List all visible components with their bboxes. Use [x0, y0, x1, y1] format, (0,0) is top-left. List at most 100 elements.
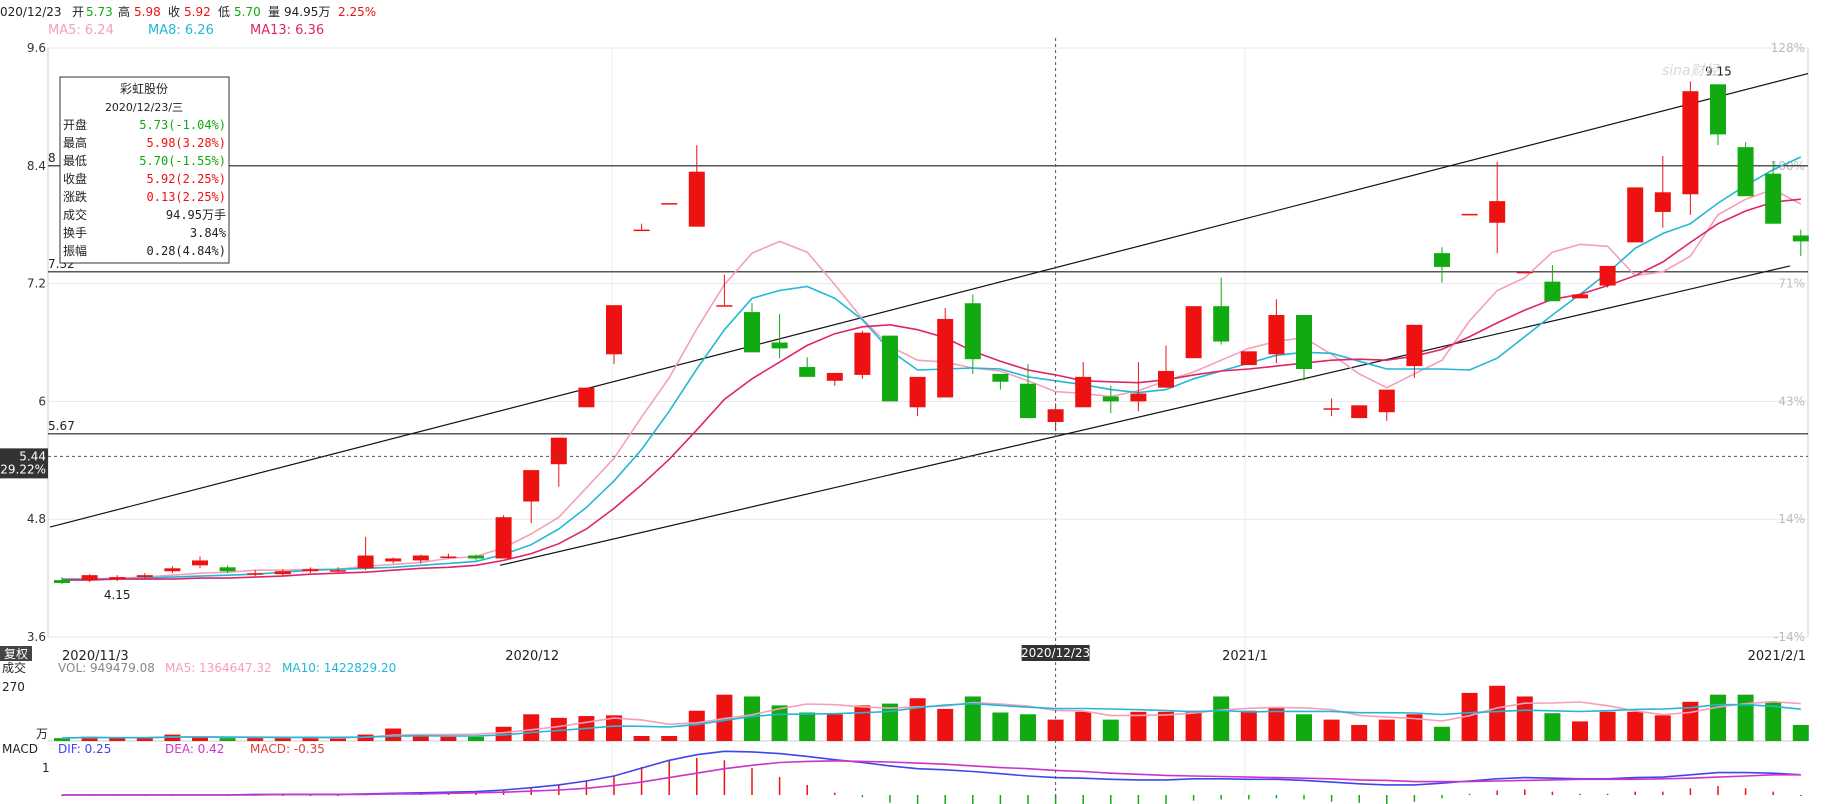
candle-body [661, 203, 678, 205]
price-tick-label: 8.4 [27, 159, 46, 173]
price-tick-label: 3.6 [27, 630, 46, 644]
candle-body [854, 332, 871, 375]
candle-body [274, 571, 291, 575]
volume-bar [1627, 711, 1644, 741]
info-row-value: 0.28(4.84%) [147, 244, 226, 258]
candle-body [164, 568, 181, 572]
candle-body [302, 569, 319, 572]
volume-bar [1240, 710, 1257, 741]
candle-body [771, 342, 788, 349]
volume-ma10: MA10: 1422829.20 [282, 661, 396, 675]
candle-body [1654, 192, 1671, 212]
candle-body [1213, 306, 1230, 342]
header-open: 5.73 [86, 5, 113, 19]
info-row-label: 成交 [63, 207, 87, 222]
ma8-line [62, 156, 1802, 580]
macd-dea: DEA: 0.42 [165, 742, 224, 756]
candle-body [1765, 173, 1782, 224]
candle-body [578, 387, 595, 408]
info-row-label: 振幅 [63, 243, 87, 258]
volume-bar [606, 715, 622, 741]
trend-lower-line [499, 265, 1791, 566]
candle-body [1710, 84, 1726, 135]
volume-bar [1158, 711, 1174, 741]
candle-body [357, 555, 374, 569]
volume-bar [523, 714, 540, 741]
volume-bar [109, 738, 126, 741]
watermark: sina财经 [1662, 63, 1721, 79]
volume-value: VOL: 949479.08 [58, 661, 155, 675]
candle-body [1737, 147, 1754, 197]
candle-body [716, 305, 733, 307]
volume-bar [219, 738, 236, 741]
volume-tick: 270 [2, 680, 25, 694]
cursor-date: 2020/12/23 [1021, 646, 1090, 660]
pct-tick-label: -14% [1774, 630, 1805, 644]
volume-bar [854, 705, 871, 741]
volume-bar [192, 736, 208, 741]
info-row-value: 94.95万手 [166, 208, 226, 222]
macd-tick: 1 [42, 761, 50, 775]
volume-bar [550, 717, 567, 741]
candle-body [1047, 409, 1064, 423]
info-box-date: 2020/12/23/三 [105, 101, 183, 114]
volume-bar [1268, 707, 1285, 741]
candle-body [1516, 271, 1533, 274]
dif-line [62, 750, 1801, 796]
candle-body [495, 517, 512, 559]
candle-body [1572, 294, 1588, 299]
ma13-legend: MA13: 6.36 [250, 23, 324, 38]
macd-value: MACD: -0.35 [250, 742, 325, 756]
volume-bar [1737, 694, 1754, 741]
volume-bar [1765, 701, 1782, 741]
info-row-label: 最高 [63, 135, 87, 150]
macd-dif: DIF: 0.25 [58, 742, 111, 756]
candle-body [1158, 370, 1174, 388]
cursor-price-box [0, 448, 48, 479]
volume-bar [1296, 714, 1312, 741]
volume-bar [54, 738, 70, 741]
macd-title: MACD [2, 742, 38, 756]
header-low-label: 低 [218, 5, 230, 19]
volume-bar [1185, 710, 1202, 741]
volume-bar [330, 738, 346, 741]
volume-bar [909, 698, 926, 741]
info-row-value: 3.84% [190, 226, 227, 240]
volume-bar [440, 736, 457, 741]
volume-ma5: MA5: 1364647.32 [165, 661, 272, 675]
cursor-date-box [1021, 645, 1090, 661]
candle-body [937, 318, 954, 398]
date-tick-label: 2020/12 [505, 649, 559, 664]
volume-bar [1213, 696, 1230, 741]
volume-bar [826, 714, 843, 741]
volume-bar [412, 734, 429, 741]
macd-panel: MACD DIF: 0.25 DEA: 0.42 MACD: -0.35 1 [2, 742, 1802, 804]
candle-body [744, 312, 760, 353]
restore-label: 复权 [4, 647, 28, 661]
volume-bar [688, 710, 705, 741]
header-vol-label: 量 [268, 5, 280, 19]
volume-panel: 成交 VOL: 949479.08 MA5: 1364647.32 MA10: 142… [2, 660, 1809, 742]
candle-body [412, 555, 429, 561]
volume-bar [937, 708, 954, 741]
candle-body [136, 575, 153, 578]
header-high: 5.98 [134, 5, 161, 19]
reference-line-label: 5.67 [48, 419, 75, 433]
candle-body [1792, 235, 1809, 242]
candle-body [1378, 389, 1395, 413]
info-row-label: 换手 [63, 226, 87, 240]
volume-bar [992, 712, 1009, 741]
info-row-value: 5.92(2.25%) [147, 172, 226, 186]
candle-body [1268, 315, 1285, 355]
header-open-label: 开 [72, 5, 84, 19]
volume-bar [468, 736, 484, 741]
candle-body [1434, 253, 1450, 267]
ma8-legend: MA8: 6.26 [148, 23, 214, 38]
dea-line [62, 759, 1801, 796]
candle-body [1351, 405, 1368, 419]
volume-bar [1792, 724, 1809, 741]
info-row-label: 涨跌 [63, 189, 87, 204]
volume-bar [882, 703, 898, 741]
